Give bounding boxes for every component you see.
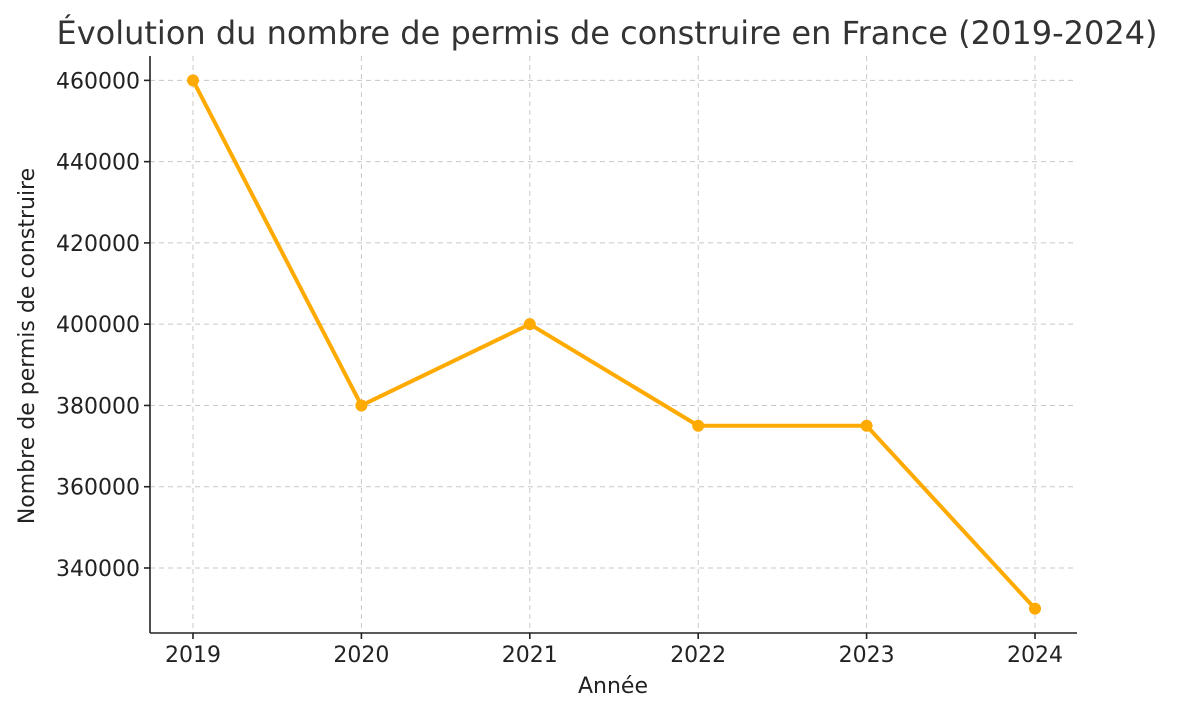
data-point [860, 419, 873, 432]
chart-title: Évolution du nombre de permis de constru… [56, 14, 1157, 52]
y-tick-label: 420000 [56, 232, 140, 257]
y-tick-label: 340000 [56, 557, 140, 582]
x-tick-label: 2024 [1007, 643, 1063, 668]
y-tick-label: 400000 [56, 313, 140, 338]
data-point [355, 399, 368, 412]
x-tick-label: 2019 [165, 643, 221, 668]
series [187, 74, 1041, 615]
data-point [187, 74, 199, 87]
x-tick-label: 2021 [502, 643, 558, 668]
grid [150, 56, 1077, 633]
y-tick-label: 440000 [56, 151, 140, 176]
x-tick-label: 2022 [670, 643, 726, 668]
data-point [692, 419, 705, 432]
series-line [191, 78, 1037, 611]
x-axis-label: Année [578, 674, 648, 699]
x-tick-label: 2023 [839, 643, 895, 668]
y-tick-label: 380000 [56, 394, 140, 419]
y-tick-label: 360000 [56, 476, 140, 501]
data-point [1029, 602, 1041, 615]
y-tick-label: 460000 [56, 69, 140, 94]
y-axis-label: Nombre de permis de construire [15, 168, 40, 524]
ticks: 2019 2020 2021 2022 2023 2024 340000 360000 3800… [56, 69, 1063, 668]
x-tick-label: 2020 [333, 643, 389, 668]
data-point [523, 318, 536, 331]
axes [149, 56, 1077, 634]
